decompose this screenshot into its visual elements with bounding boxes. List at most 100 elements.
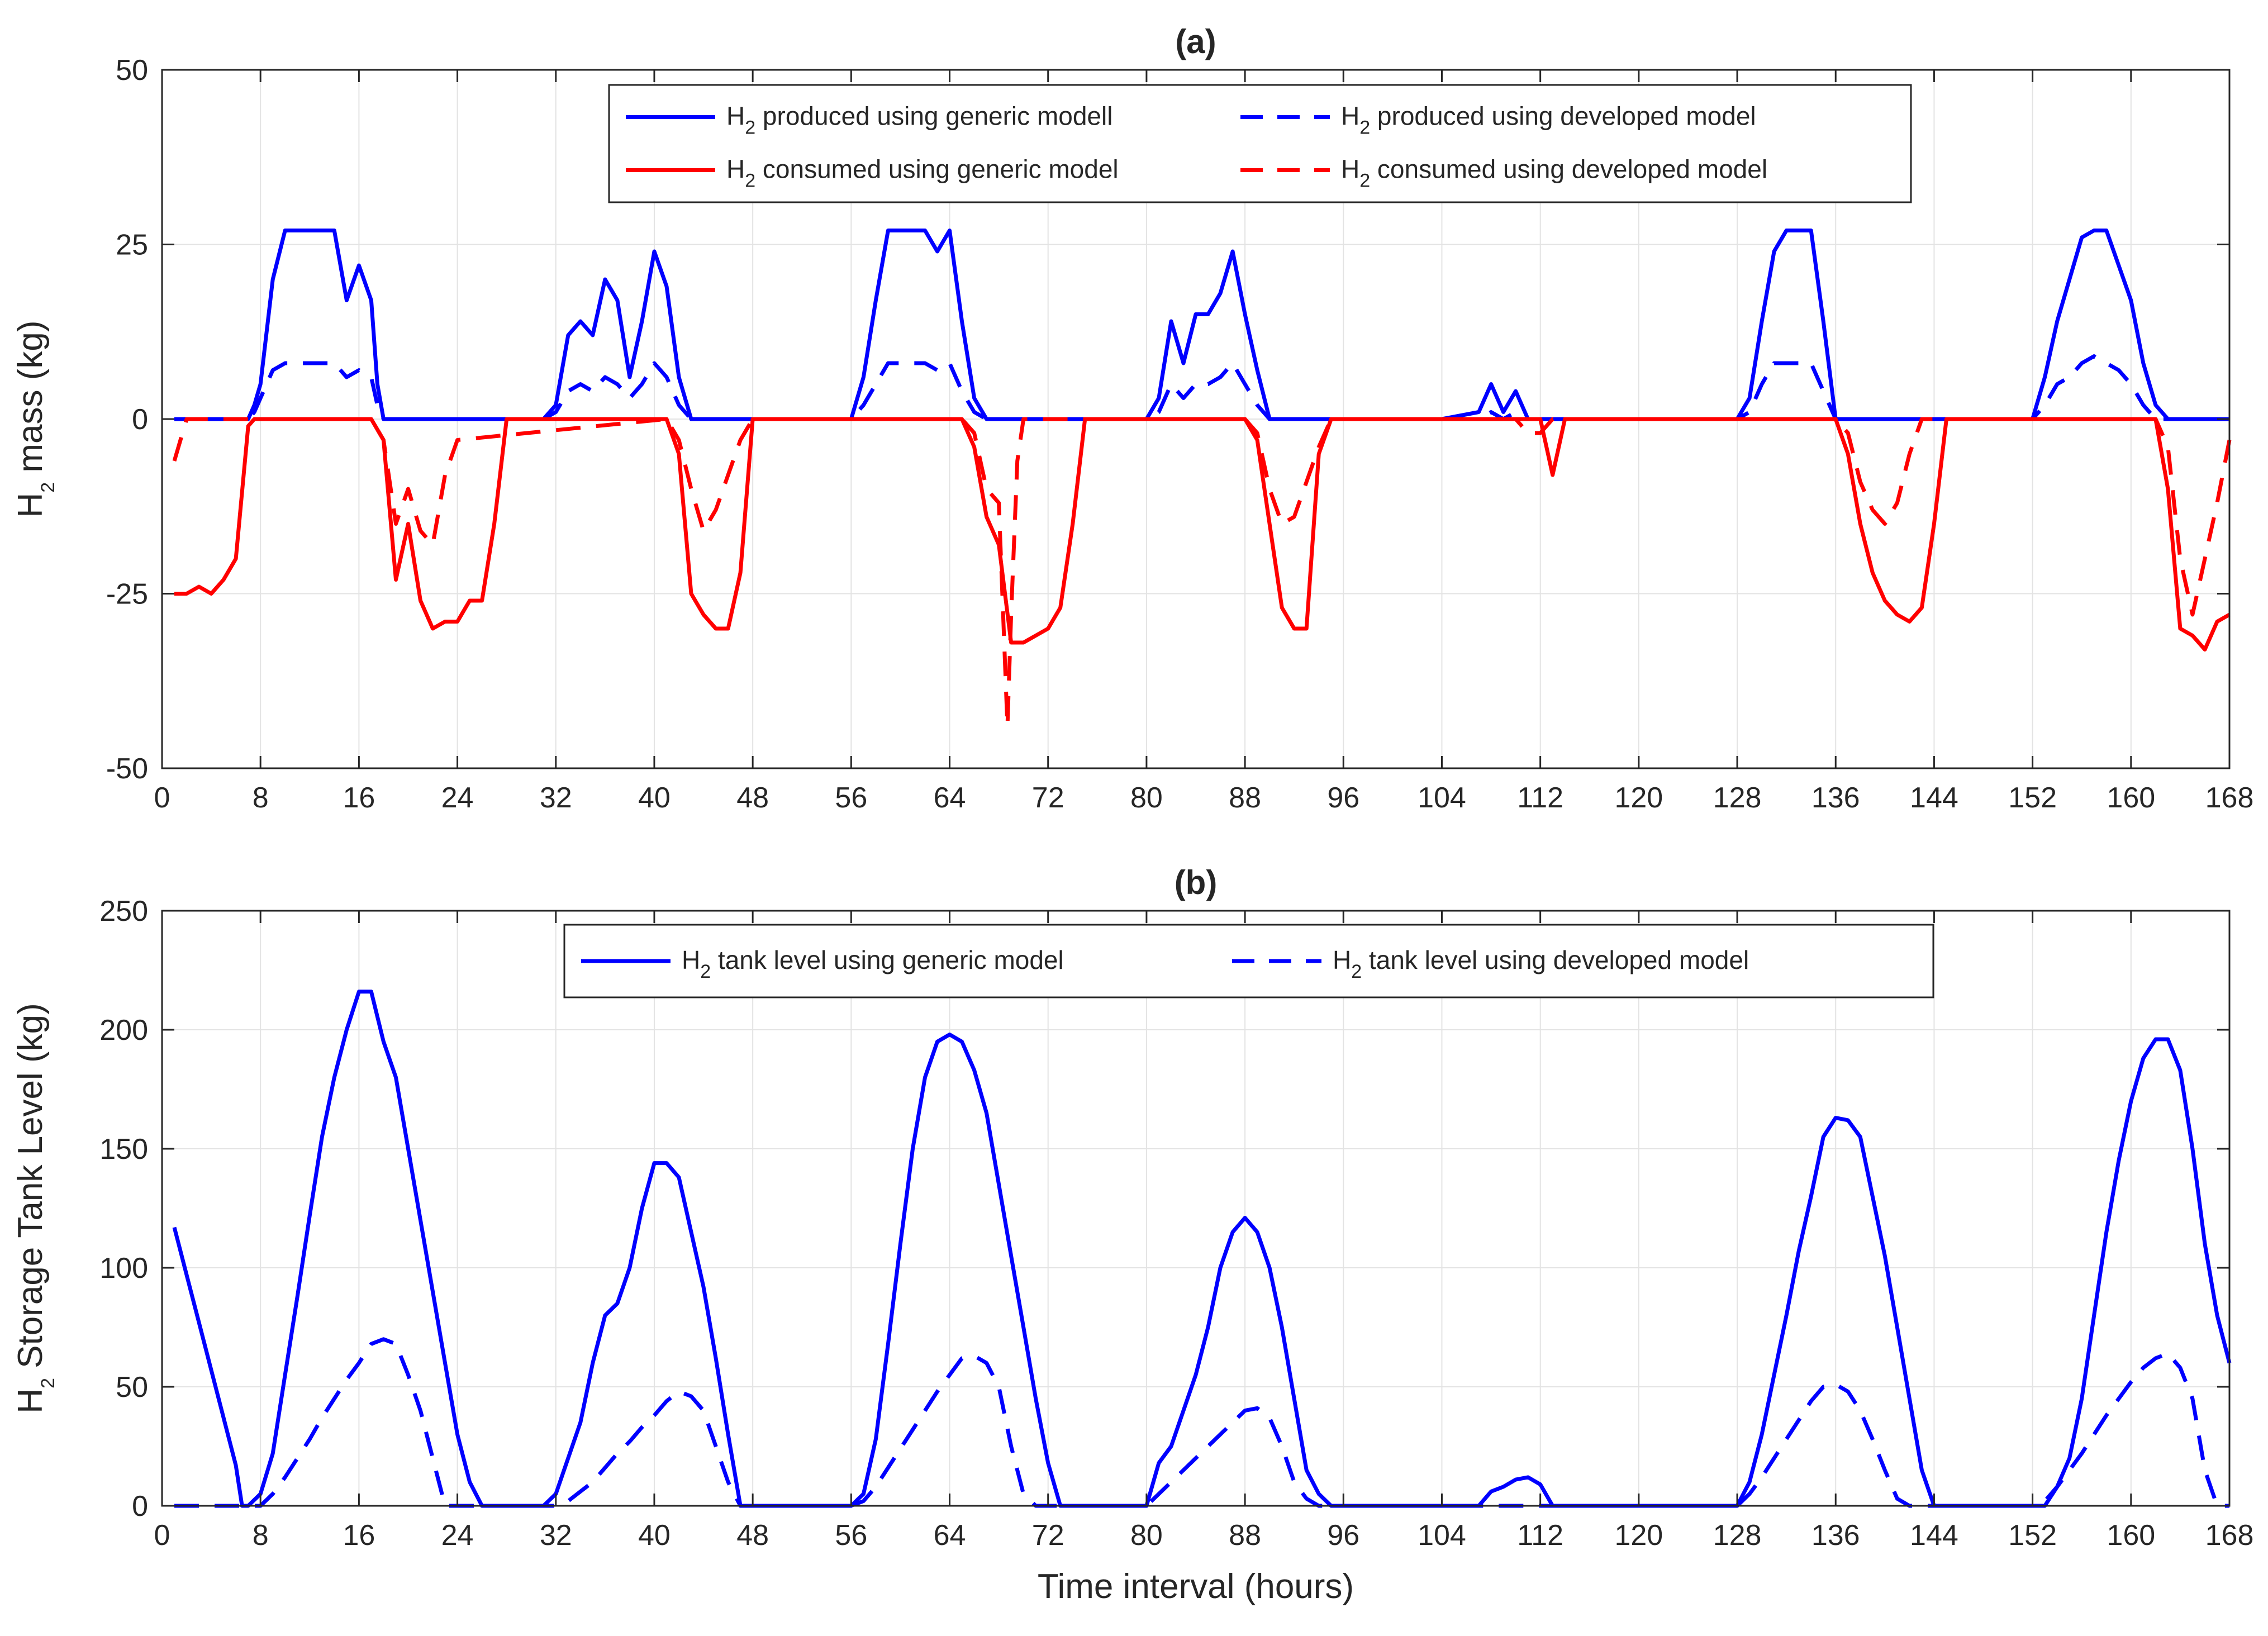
x-tick-label: 80 xyxy=(1130,1519,1163,1552)
legend-label-main: H xyxy=(1341,102,1359,131)
x-tick-label: 64 xyxy=(934,782,966,814)
y-tick-label: -50 xyxy=(106,753,148,785)
y-tick-label: 100 xyxy=(99,1252,148,1285)
x-tick-label: 56 xyxy=(835,782,867,814)
y-tick-label: 50 xyxy=(116,1371,148,1404)
panel-title: (a) xyxy=(1175,23,1216,60)
x-tick-label: 32 xyxy=(540,782,572,814)
x-tick-label: 16 xyxy=(343,782,375,814)
x-tick-label: 72 xyxy=(1032,1519,1064,1552)
y-axis-label-main: H xyxy=(11,1388,50,1414)
series-line-a-1 xyxy=(174,354,2229,421)
x-tick-label: 168 xyxy=(2205,1519,2254,1552)
legend-label-2: H2 consumed using generic model xyxy=(726,155,1119,192)
x-tick-label: 88 xyxy=(1229,782,1261,814)
panel-a-chart: 0 8 16 24 32 40 48 56 64 72 80 88 96 104 112 120 128 136 1… xyxy=(11,23,2253,814)
x-tick-label: 16 xyxy=(343,1519,375,1552)
legend-label-rest: produced using generic modell xyxy=(755,102,1112,131)
y-tick-label: 250 xyxy=(99,895,148,928)
series-line-a-3 xyxy=(172,417,2232,729)
legend-label-main: H xyxy=(682,945,700,974)
legend-label-main: H xyxy=(1341,155,1359,184)
y-tick-label: 150 xyxy=(99,1133,148,1166)
x-tick-label: 24 xyxy=(441,1519,474,1552)
legend: H2 tank level using generic model H2 tank… xyxy=(563,924,1934,998)
x-tick-label: 160 xyxy=(2107,782,2155,814)
x-tick-label: 136 xyxy=(1811,782,1860,814)
panel-title: (b) xyxy=(1175,864,1218,901)
legend-label-0: H2 tank level using generic model xyxy=(682,945,1064,982)
x-tick-label: 104 xyxy=(1418,782,1466,814)
x-tick-label: 136 xyxy=(1811,1519,1860,1552)
y-tick-label: 0 xyxy=(132,403,148,436)
x-tick-label: 128 xyxy=(1713,1519,1762,1552)
y-axis-label-rest: mass (kg) xyxy=(11,320,50,482)
x-tick-label: 24 xyxy=(441,782,474,814)
legend-label-1: H2 tank level using developed model xyxy=(1333,945,1749,982)
x-tick-label: 112 xyxy=(1517,1519,1563,1552)
legend-label-main: H xyxy=(726,102,745,131)
legend-label-rest: tank level using generic model xyxy=(711,945,1064,974)
legend-label-rest: consumed using generic model xyxy=(755,155,1118,184)
y-tick-label: 50 xyxy=(116,54,148,87)
legend: H2 produced using generic modell H2 produ… xyxy=(608,84,1912,203)
x-tick-label: 104 xyxy=(1418,1519,1466,1552)
legend-label-subscript: 2 xyxy=(745,170,755,192)
plot-area xyxy=(162,911,2229,1506)
x-tick-label: 40 xyxy=(638,782,671,814)
legend-label-subscript: 2 xyxy=(700,961,711,982)
series-line-b-0 xyxy=(172,990,2232,1508)
x-tick-label: 48 xyxy=(736,782,769,814)
legend-label-subscript: 2 xyxy=(1351,961,1362,982)
y-tick-label: 25 xyxy=(116,229,148,261)
series-line-a-2 xyxy=(174,417,2231,651)
x-tick-label: 40 xyxy=(638,1519,671,1552)
x-tick-label: 160 xyxy=(2107,1519,2155,1552)
y-axis-label: H2 mass (kg) xyxy=(11,320,59,517)
x-axis-label: Time interval (hours) xyxy=(1038,1567,1354,1606)
x-tick-label: 168 xyxy=(2205,782,2254,814)
y-axis-label-subscript: 2 xyxy=(37,482,59,493)
x-tick-label: 0 xyxy=(154,782,170,814)
x-tick-label: 112 xyxy=(1517,782,1563,814)
legend-label-rest: produced using developed model xyxy=(1370,102,1756,131)
x-tick-label: 96 xyxy=(1327,1519,1359,1552)
x-tick-label: 8 xyxy=(253,1519,269,1552)
x-tick-label: 80 xyxy=(1130,782,1163,814)
y-tick-label: -25 xyxy=(106,578,148,611)
x-tick-label: 0 xyxy=(154,1519,170,1552)
y-axis-label-rest: Storage Tank Level (kg) xyxy=(11,1003,50,1378)
legend-label-main: H xyxy=(726,155,745,184)
legend-label-1: H2 produced using developed model xyxy=(1341,102,1756,139)
x-tick-label: 128 xyxy=(1713,782,1762,814)
x-tick-label: 120 xyxy=(1614,1519,1663,1552)
legend-label-3: H2 consumed using developed model xyxy=(1341,155,1767,192)
panel-b-chart: 0 8 16 24 32 40 48 56 64 72 80 88 96 104 112 120 128 136 1… xyxy=(11,864,2253,1606)
x-tick-label: 152 xyxy=(2008,782,2057,814)
x-tick-label: 88 xyxy=(1229,1519,1261,1552)
y-tick-label: 200 xyxy=(99,1014,148,1047)
legend-label-subscript: 2 xyxy=(1359,117,1370,139)
x-tick-label: 120 xyxy=(1614,782,1663,814)
legend-label-subscript: 2 xyxy=(1359,170,1370,192)
y-axis-label-main: H xyxy=(11,493,50,518)
x-tick-label: 72 xyxy=(1032,782,1064,814)
legend-label-rest: consumed using developed model xyxy=(1370,155,1767,184)
x-tick-label: 56 xyxy=(835,1519,867,1552)
x-tick-label: 8 xyxy=(253,782,269,814)
legend-box xyxy=(608,84,1912,203)
y-axis-label-subscript: 2 xyxy=(37,1378,59,1388)
legend-label-main: H xyxy=(1333,945,1351,974)
legend-label-subscript: 2 xyxy=(745,117,755,139)
x-tick-label: 96 xyxy=(1327,782,1359,814)
x-tick-label: 48 xyxy=(736,1519,769,1552)
x-tick-label: 152 xyxy=(2008,1519,2057,1552)
tick-marks xyxy=(161,69,2231,769)
y-axis-label: H2 Storage Tank Level (kg) xyxy=(11,1003,59,1414)
tick-marks xyxy=(161,910,2231,1507)
legend-label-rest: tank level using developed model xyxy=(1362,945,1749,974)
legend-label-0: H2 produced using generic modell xyxy=(726,102,1112,139)
x-tick-label: 144 xyxy=(1910,1519,1958,1552)
x-tick-label: 64 xyxy=(934,1519,966,1552)
axes-box xyxy=(161,910,2231,1507)
